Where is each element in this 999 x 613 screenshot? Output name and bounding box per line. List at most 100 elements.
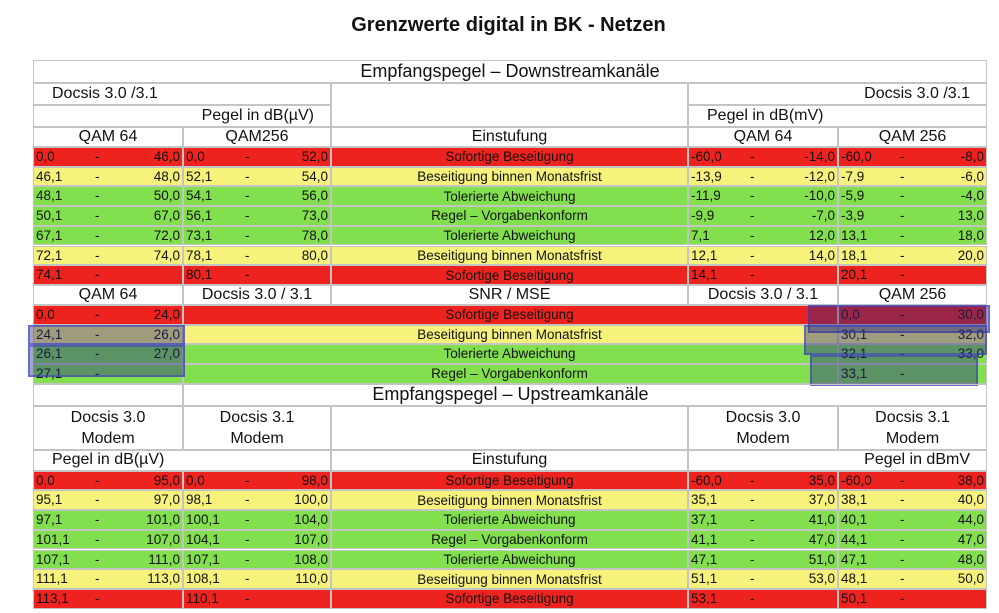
range-from: -13,9 (691, 168, 722, 184)
page-title: Grenzwerte digital in BK - Netzen (351, 14, 666, 36)
column-header: Docsis 3.0 / 3.1 (183, 284, 331, 305)
range-cell (33, 569, 183, 589)
range-from: 0,0 (186, 472, 205, 488)
range-sep: - (750, 267, 755, 283)
range-to: 110,0 (295, 571, 328, 587)
range-from: 101,1 (36, 531, 70, 547)
range-cell (183, 588, 331, 609)
range-sep: - (245, 208, 250, 224)
range-from: 0,0 (841, 306, 860, 322)
range-sep: - (245, 512, 250, 528)
range-cell (838, 166, 987, 187)
range-from: 107,1 (36, 551, 70, 567)
range-sep: - (95, 267, 100, 283)
blank (331, 405, 688, 450)
range-from: -60,0 (691, 149, 722, 164)
range-sep: - (750, 492, 755, 508)
range-to: 44,0 (957, 512, 984, 528)
range-sep: - (95, 590, 100, 606)
range-cell (33, 206, 183, 226)
range-cell (838, 510, 987, 530)
range-cell (838, 364, 987, 384)
rating-cell: Beseitigung binnen Monatsfrist (331, 569, 688, 589)
range-cell (838, 225, 987, 246)
rating-cell: Tolerierte Abweichung (331, 225, 688, 246)
range-to: -6,0 (960, 168, 984, 184)
range-from: 41,1 (691, 531, 718, 547)
range-sep: - (95, 531, 100, 547)
range-sep: - (95, 551, 100, 567)
range-cell (688, 166, 838, 187)
range-sep: - (750, 590, 755, 606)
range-cell (183, 265, 331, 285)
range-from: 108,1 (186, 571, 220, 587)
unit-label: Pegel in dB(µV) (33, 105, 331, 127)
range-from: 78,1 (186, 247, 213, 263)
range-sep: - (95, 346, 100, 362)
range-to: 18,0 (957, 227, 984, 243)
range-from: 47,1 (691, 551, 718, 567)
range-cell (183, 206, 331, 226)
range-sep: - (95, 472, 100, 488)
range-from: 111,1 (36, 571, 68, 587)
range-from: 12,1 (691, 247, 718, 263)
range-sep: - (900, 227, 905, 243)
docsis-label: Docsis 3.0 /3.1 (688, 83, 987, 105)
range-from: -11,9 (691, 188, 721, 204)
range-sep: - (750, 472, 755, 488)
range-cell (183, 529, 331, 550)
range-to: -4,0 (960, 188, 984, 204)
range-cell (33, 265, 183, 285)
column-header: QAM 64 (688, 127, 838, 147)
unit-label: Pegel in dBmV (688, 449, 987, 471)
range-cell (688, 206, 838, 226)
range-to: 30,0 (957, 306, 984, 322)
range-to: 108,0 (294, 551, 328, 567)
range-cell (838, 265, 987, 285)
range-cell (688, 588, 838, 609)
modem-label: Docsis 3.1 Modem (183, 405, 331, 450)
range-sep: - (900, 267, 905, 283)
range-from: 18,1 (841, 247, 868, 263)
range-to: 12,0 (808, 227, 835, 243)
range-sep: - (95, 188, 100, 204)
range-cell (838, 147, 987, 167)
range-sep: - (750, 168, 755, 184)
range-from: 24,1 (36, 326, 63, 342)
range-from: 104,1 (186, 531, 220, 547)
range-from: 33,1 (841, 366, 868, 381)
range-from: -7,9 (841, 168, 865, 184)
range-to: 46,0 (153, 149, 180, 164)
range-to: -14,0 (804, 149, 835, 164)
range-to: 40,0 (957, 492, 984, 508)
range-to: 73,0 (301, 208, 328, 224)
range-sep: - (95, 168, 100, 184)
column-header: QAM 256 (838, 284, 987, 305)
range-from: 48,1 (841, 571, 868, 587)
range-to: 54,0 (301, 168, 328, 184)
range-cell (33, 470, 183, 491)
range-to: 74,0 (153, 247, 180, 263)
range-cell (183, 490, 331, 511)
highlight (804, 325, 987, 355)
range-from: 0,0 (186, 149, 205, 164)
range-to: 48,0 (957, 551, 984, 567)
section-title: Empfangspegel – Upstreamkanäle (183, 383, 987, 406)
range-cell (688, 225, 838, 246)
rating-cell: Beseitigung binnen Monatsfrist (331, 166, 688, 187)
range-to: 48,0 (153, 168, 180, 184)
range-sep: - (900, 512, 905, 528)
range-from: 74,1 (36, 267, 63, 283)
range-cell (838, 588, 987, 609)
range-from: 0,0 (36, 149, 55, 164)
range-from: 37,1 (691, 512, 718, 528)
rating-cell: Tolerierte Abweichung (331, 510, 688, 530)
range-from: 50,1 (36, 208, 63, 224)
range-from: 38,1 (841, 492, 868, 508)
range-sep: - (245, 551, 250, 567)
range-sep: - (95, 306, 100, 322)
range-sep: - (900, 247, 905, 263)
range-cell (33, 529, 183, 550)
range-sep: - (900, 531, 905, 547)
